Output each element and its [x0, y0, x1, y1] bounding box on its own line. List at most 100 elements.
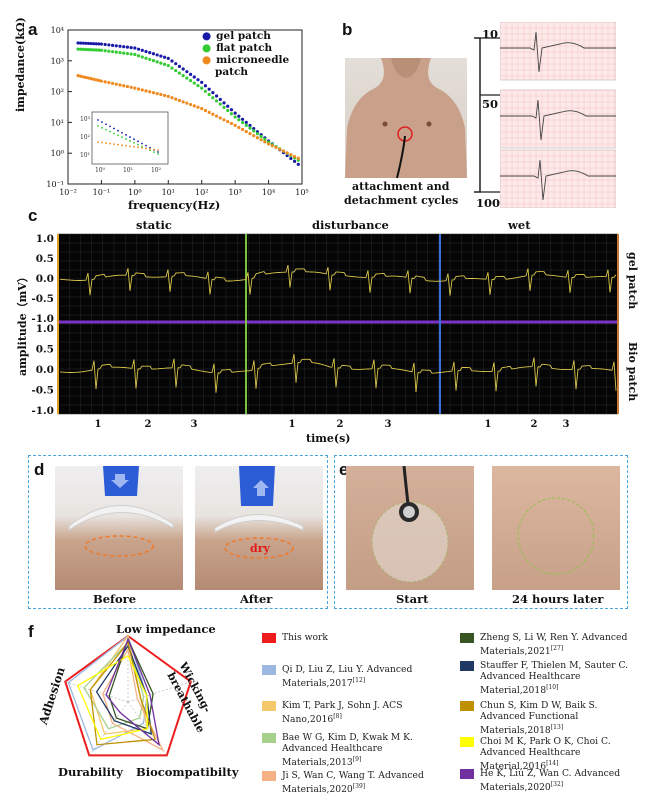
impedance-point	[181, 73, 185, 78]
inset-point	[105, 123, 107, 126]
legend-entry: He K, Liu Z, Wan C. Advanced Materials,2…	[480, 768, 640, 793]
ecg-xtick-label: 3	[191, 419, 198, 430]
impedance-point	[181, 100, 185, 104]
start-caption: Start	[396, 592, 429, 606]
impedance-point	[248, 123, 252, 128]
impedance-xtick-label: 10⁻²	[59, 188, 77, 197]
impedance-point	[107, 43, 111, 47]
inset-point	[121, 144, 123, 147]
impedance-ytick-label: 10²	[51, 88, 64, 97]
impedance-point	[103, 80, 107, 84]
impedance-point	[270, 144, 274, 148]
impedance-legend: ● gel patch ● flat patch ● microneedle patc…	[202, 30, 290, 78]
inset-point	[101, 121, 103, 124]
impedance-point	[99, 42, 104, 46]
impedance-point	[192, 104, 196, 108]
impedance-xtick-label: 10¹	[162, 188, 175, 197]
impedance-point	[255, 132, 260, 136]
ecg-xtick-label: 3	[385, 419, 392, 430]
impedance-point	[207, 110, 211, 114]
ecg-strip-1	[500, 89, 616, 149]
inset-point	[113, 127, 115, 130]
impedance-point	[244, 129, 248, 134]
legend-entry: Bae W G, Kim D, Kwak M K. Advanced Healt…	[282, 732, 450, 768]
legend-entry-ref: [12]	[352, 677, 366, 684]
impedance-point	[133, 86, 137, 90]
later-caption: 24 hours later	[512, 592, 604, 606]
impedance-ylabel: impedance(kΩ)	[14, 17, 27, 112]
legend-swatch	[262, 733, 276, 743]
ecg-trace	[500, 31, 616, 73]
inset-point	[137, 146, 139, 149]
impedance-ytick-label: 10⁰	[51, 149, 64, 158]
inset-xtick-label: 10¹	[123, 167, 133, 174]
legend-entry: Zheng S, Li W, Ren Y. Advanced Materials…	[480, 632, 640, 657]
radar-chart	[64, 634, 192, 757]
impedance-point	[76, 74, 80, 78]
impedance-point	[218, 102, 222, 106]
impedance-point	[133, 52, 137, 57]
legend-swatch	[262, 665, 276, 675]
impedance-point	[110, 81, 115, 85]
impedance-point	[79, 47, 83, 51]
legend-swatch	[460, 769, 474, 779]
impedance-point	[140, 48, 144, 52]
ecg-ytick-label: -1.0	[31, 313, 54, 325]
legend-swatch	[262, 771, 276, 781]
impedance-point	[229, 121, 234, 126]
inset-point	[129, 140, 131, 142]
impedance-point	[203, 84, 208, 88]
impedance-point	[218, 116, 222, 120]
impedance-point	[200, 86, 204, 90]
impedance-ytick-label: 10³	[51, 57, 64, 66]
cycle-100: 100	[476, 196, 501, 210]
impedance-point	[103, 49, 107, 53]
impedance-point	[237, 118, 241, 122]
panel-d-frame	[28, 455, 328, 609]
radar-series-4	[108, 637, 154, 730]
impedance-point	[229, 108, 234, 112]
impedance-point	[122, 84, 126, 88]
impedance-point	[162, 62, 167, 66]
inset-point	[149, 148, 151, 150]
impedance-point	[162, 55, 167, 59]
inset-point	[109, 130, 111, 133]
impedance-point	[129, 52, 133, 56]
impedance-point	[151, 91, 156, 95]
inset-point	[125, 134, 127, 136]
impedance-point	[84, 75, 88, 80]
inset-point	[133, 145, 135, 148]
impedance-point	[103, 42, 107, 47]
legend-entry-text: Zheng S, Li W, Ren Y. Advanced Materials…	[480, 632, 628, 658]
radar-axis-low-impedance: Low impedance	[116, 622, 216, 636]
ecg-main-chart: 1.00.50.0-0.5-1.01.00.50.0-0.5-1.01 2 3 1 2 3…	[31, 233, 619, 430]
impedance-point	[214, 99, 219, 103]
cycles-caption-1: attachment and	[352, 180, 450, 193]
impedance-xtick-label: 10⁻¹	[93, 188, 111, 197]
impedance-point	[174, 68, 178, 73]
ecg-xtick-label: 1	[95, 419, 102, 430]
impedance-point	[107, 81, 111, 85]
impedance-point	[162, 93, 167, 98]
legend-entry: Chun S, Kim D W, Baik S. Advanced Functi…	[480, 700, 640, 736]
ecg-strip-2	[500, 149, 616, 208]
impedance-point	[259, 138, 263, 142]
impedance-point	[94, 78, 98, 82]
impedance-point	[259, 134, 263, 139]
impedance-point	[252, 134, 256, 138]
after-photo	[195, 466, 323, 590]
impedance-point	[222, 101, 226, 105]
ecg-ytick-label: 1.0	[36, 233, 54, 245]
impedance-point	[174, 62, 178, 66]
impedance-point	[118, 51, 122, 55]
impedance-point	[248, 126, 252, 130]
impedance-point	[229, 112, 234, 116]
impedance-xlabel: frequency(Hz)	[128, 198, 221, 212]
ecg-trace-bio	[59, 354, 617, 393]
ecg-ytick-label: -0.5	[31, 385, 54, 397]
ecg-strip-bg	[500, 89, 616, 149]
legend-swatch	[460, 661, 474, 671]
impedance-point	[200, 107, 204, 111]
impedance-point	[226, 104, 230, 108]
